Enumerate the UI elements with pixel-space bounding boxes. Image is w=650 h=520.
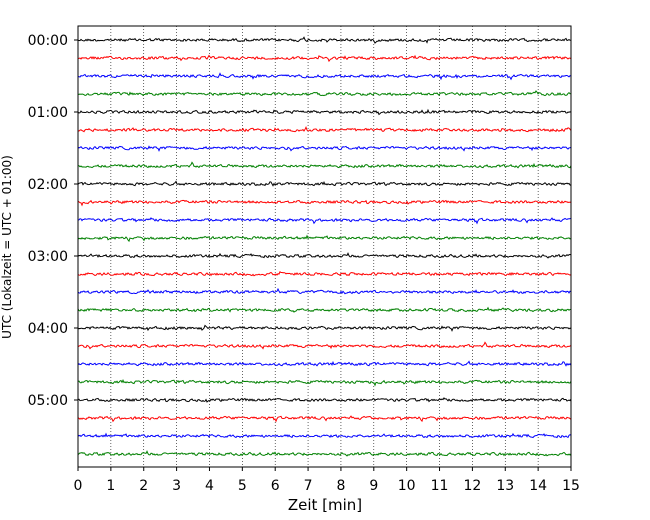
trace-3 bbox=[77, 90, 572, 97]
x-tick-label-5: 5 bbox=[238, 478, 247, 494]
trace-4 bbox=[77, 108, 572, 116]
y-tick-label-5: 05:00 bbox=[28, 393, 68, 409]
x-tick-label-15: 15 bbox=[562, 478, 580, 494]
y-tick-label-0: 00:00 bbox=[28, 33, 68, 49]
x-tick-label-8: 8 bbox=[336, 478, 345, 494]
trace-21 bbox=[77, 415, 572, 423]
trace-6 bbox=[77, 145, 572, 152]
y-axis-ticks: 00:00 01:00 02:00 03:00 04:00 05:00 bbox=[28, 33, 78, 409]
trace-13 bbox=[77, 270, 572, 277]
x-tick-label-9: 9 bbox=[369, 478, 378, 494]
y-tick-label-2: 02:00 bbox=[28, 177, 68, 193]
trace-5 bbox=[77, 126, 572, 133]
x-tick-label-1: 1 bbox=[106, 478, 115, 494]
trace-9 bbox=[77, 199, 572, 207]
y-tick-label-4: 04:00 bbox=[28, 321, 68, 337]
grid-lines bbox=[110, 26, 539, 467]
x-tick-label-12: 12 bbox=[463, 478, 481, 494]
trace-20 bbox=[77, 397, 572, 403]
trace-16 bbox=[77, 324, 572, 332]
x-tick-label-7: 7 bbox=[304, 478, 313, 494]
trace-18 bbox=[77, 360, 572, 367]
trace-23 bbox=[77, 450, 572, 457]
trace-17 bbox=[77, 341, 572, 350]
trace-19 bbox=[77, 379, 572, 387]
trace-2 bbox=[77, 72, 572, 81]
y-tick-label-3: 03:00 bbox=[28, 249, 68, 265]
x-axis-label: Zeit [min] bbox=[288, 496, 362, 514]
x-tick-label-4: 4 bbox=[205, 478, 214, 494]
trace-15 bbox=[77, 306, 572, 313]
trace-22 bbox=[77, 432, 572, 439]
trace-11 bbox=[77, 234, 572, 243]
trace-0 bbox=[77, 36, 572, 44]
seismic-traces bbox=[77, 36, 572, 457]
x-tick-label-11: 11 bbox=[431, 478, 449, 494]
trace-7 bbox=[77, 161, 572, 169]
x-tick-label-10: 10 bbox=[398, 478, 416, 494]
plot-frame bbox=[77, 25, 572, 468]
y-tick-label-1: 01:00 bbox=[28, 105, 68, 121]
x-tick-label-3: 3 bbox=[172, 478, 181, 494]
trace-12 bbox=[77, 252, 572, 259]
x-tick-label-13: 13 bbox=[496, 478, 514, 494]
x-axis-ticks: 0 1 2 3 4 5 6 7 8 9 10 11 12 13 14 15 bbox=[74, 467, 580, 494]
trace-1 bbox=[77, 54, 572, 63]
y-axis-label: UTC (Lokalzeit = UTC + 01:00) bbox=[0, 155, 14, 339]
trace-14 bbox=[77, 287, 572, 295]
x-tick-label-0: 0 bbox=[74, 478, 83, 494]
trace-8 bbox=[77, 180, 572, 187]
x-tick-label-2: 2 bbox=[139, 478, 148, 494]
trace-10 bbox=[77, 217, 572, 225]
x-tick-label-6: 6 bbox=[271, 478, 280, 494]
x-tick-label-14: 14 bbox=[529, 478, 547, 494]
